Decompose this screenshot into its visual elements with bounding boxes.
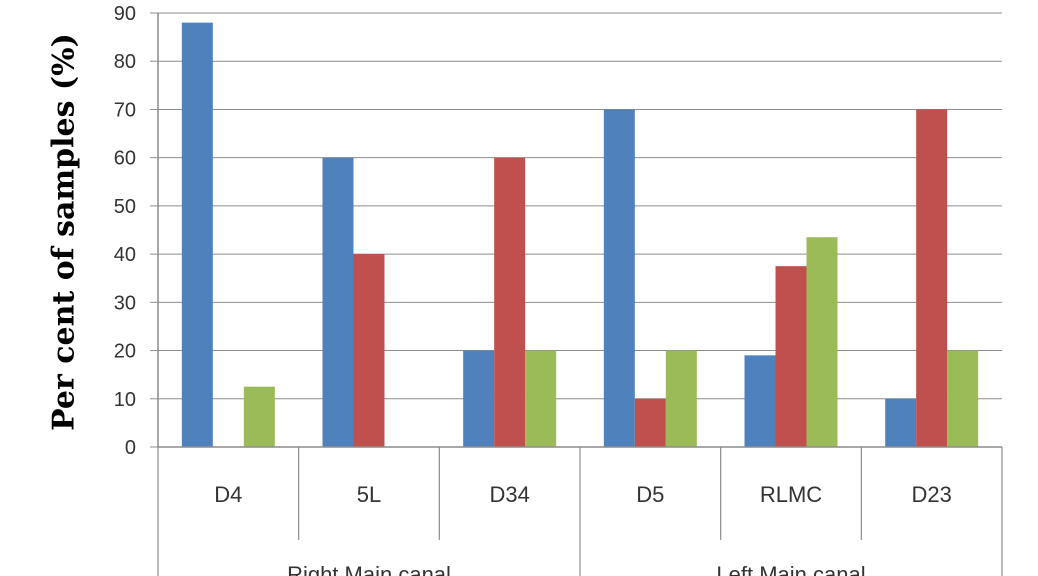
y-tick-label-0: 0 — [125, 437, 136, 459]
bar-5L-s2 — [353, 254, 385, 447]
y-tick-label-20: 20 — [114, 341, 136, 363]
axes — [150, 12, 1003, 576]
bar-D4-s3 — [243, 386, 275, 447]
bar-D23-s3 — [947, 350, 979, 447]
y-tick-label-50: 50 — [114, 196, 136, 218]
y-tick-label-70: 70 — [114, 99, 136, 121]
y-tick-label-10: 10 — [114, 389, 136, 411]
category-labels: D4 5L D34 D5 RLMC D23 — [214, 482, 952, 507]
y-tick-label-90: 90 — [114, 3, 136, 25]
category-label-D5: D5 — [636, 482, 664, 507]
category-label-D23: D23 — [911, 482, 951, 507]
y-tick-label-40: 40 — [114, 244, 136, 266]
bar-D34-s3 — [525, 350, 557, 447]
group-labels: Right Main canal Left Main canal — [287, 562, 866, 576]
bar-RLMC-s3 — [806, 237, 838, 447]
category-label-D34: D34 — [489, 482, 529, 507]
bars — [181, 22, 979, 448]
group-label-2: Left Main canal — [716, 562, 865, 576]
y-tick-label-30: 30 — [114, 292, 136, 314]
category-label-D4: D4 — [214, 482, 242, 507]
group-label-1: Right Main canal — [287, 562, 451, 576]
bar-5L-s1 — [322, 157, 354, 447]
category-label-RLMC: RLMC — [760, 482, 822, 507]
bar-RLMC-s2 — [775, 266, 807, 447]
bar-D5-s1 — [603, 109, 635, 447]
bar-RLMC-s1 — [744, 355, 776, 447]
category-label-5L: 5L — [357, 482, 381, 507]
bar-D5-s2 — [634, 398, 666, 447]
y-tick-labels: 0 10 20 30 40 50 60 70 80 90 — [114, 3, 136, 459]
bar-D23-s2 — [916, 109, 948, 447]
bar-D34-s1 — [463, 350, 495, 447]
bar-D5-s3 — [665, 350, 697, 447]
bar-D34-s2 — [494, 157, 526, 447]
y-tick-label-60: 60 — [114, 148, 136, 170]
gridlines — [158, 12, 1002, 400]
y-tick-label-80: 80 — [114, 51, 136, 73]
bar-D23-s1 — [885, 398, 917, 447]
bar-D4-s1 — [181, 22, 213, 448]
